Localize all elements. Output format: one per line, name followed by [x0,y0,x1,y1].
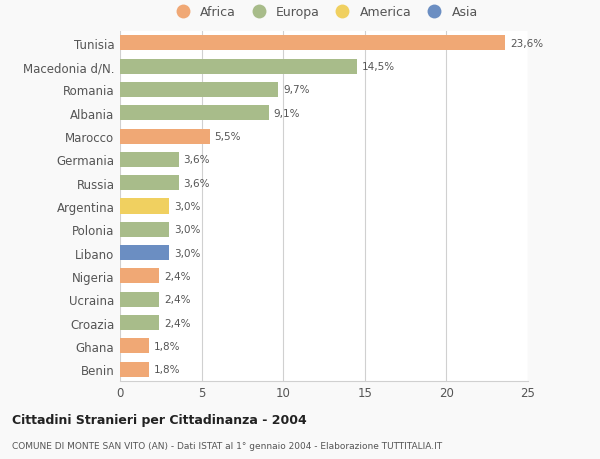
Bar [120,106,269,121]
Bar [120,36,505,51]
Bar [120,339,149,353]
Legend: Africa, Europa, America, Asia: Africa, Europa, America, Asia [170,6,478,19]
Text: 3,0%: 3,0% [174,225,200,235]
Text: 1,8%: 1,8% [154,364,181,375]
Text: 5,5%: 5,5% [215,132,241,142]
Text: 2,4%: 2,4% [164,318,191,328]
Text: 9,1%: 9,1% [274,108,300,118]
Text: 2,4%: 2,4% [164,271,191,281]
Text: 23,6%: 23,6% [510,39,543,49]
Bar [120,246,169,261]
Text: Cittadini Stranieri per Cittadinanza - 2004: Cittadini Stranieri per Cittadinanza - 2… [12,413,307,426]
Text: 3,0%: 3,0% [174,202,200,212]
Bar [120,269,159,284]
Bar [120,362,149,377]
Bar [120,315,159,330]
Text: 3,6%: 3,6% [184,178,210,188]
Text: COMUNE DI MONTE SAN VITO (AN) - Dati ISTAT al 1° gennaio 2004 - Elaborazione TUT: COMUNE DI MONTE SAN VITO (AN) - Dati IST… [12,441,442,450]
Bar [120,152,179,168]
Bar [120,83,278,98]
Text: 3,6%: 3,6% [184,155,210,165]
Bar [120,199,169,214]
Text: 14,5%: 14,5% [362,62,395,72]
Bar [120,222,169,237]
Bar [120,176,179,191]
Bar [120,292,159,307]
Text: 3,0%: 3,0% [174,248,200,258]
Text: 1,8%: 1,8% [154,341,181,351]
Text: 2,4%: 2,4% [164,295,191,305]
Bar [120,60,356,74]
Text: 9,7%: 9,7% [283,85,310,95]
Bar [120,129,210,144]
